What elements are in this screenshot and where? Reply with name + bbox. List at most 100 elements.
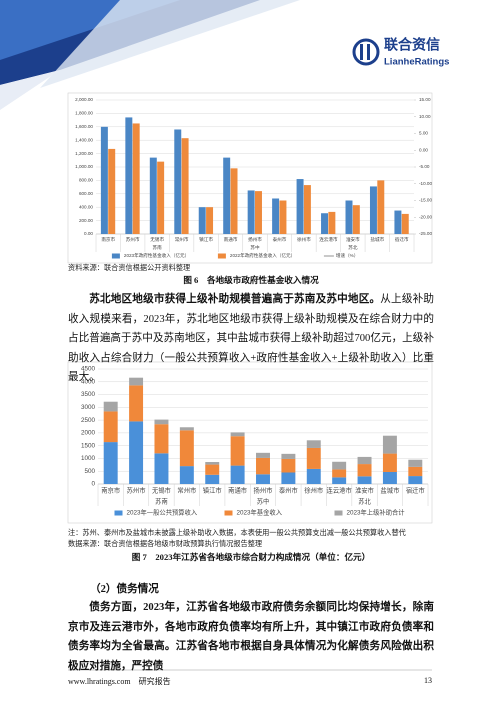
bar-segment [256,452,270,458]
logo: 联合资信 LianheRatings [352,37,449,68]
bar [345,200,353,234]
x-tick-label: 连云港市 [319,236,338,243]
logo-icon [360,44,363,60]
x-tick-label: 泰州市 [279,486,298,495]
x-tick-label: 连云港市 [327,486,352,495]
figure-caption: 图 6 各地级市政府性基金收入情况 [183,275,319,285]
group-label: 苏南 [153,244,163,251]
x-tick-label: 淮安市 [355,486,374,495]
header-decor [0,0,300,110]
legend-label: 2023年一般公共预算收入 [127,508,198,517]
bar-segment [154,419,169,425]
bar-segment [306,468,321,484]
bar [321,213,329,234]
footer-label: 研究报告 [138,677,171,686]
footer-site: www.lhratings.com [68,677,131,686]
bar [230,168,238,234]
figure-caption: 图 7 2023年江苏省各地级市综合财力构成情况（单位：亿元） [131,552,371,562]
y-tick-label: 0 [91,481,95,488]
y-tick-label: 800.00 [79,178,93,183]
page-number: 13 [424,676,432,685]
x-tick-label: 盐城市 [380,486,399,495]
x-tick-label: 常州市 [177,486,196,495]
y-tick-label: 1,200.00 [75,151,93,156]
bar [272,198,280,234]
bar [303,185,311,234]
chart-note: 数据来源：联合资信根据各地级市财政预算执行情况报告整理 [68,540,263,548]
legend-swatch [334,510,343,516]
bar-segment [357,464,372,477]
bar-segment [306,447,321,469]
x-tick-label: 宿迁市 [395,236,409,243]
y-tick-label: 200.00 [79,218,93,223]
bar [328,211,336,234]
y-tick-label: 3500 [81,391,96,398]
bar-segment [332,461,347,470]
decor-shape [0,70,60,110]
paragraph: 债务方面，2023年，江苏省各地级市政府债务余额同比均保持增长，除南京市及连云港… [68,602,434,672]
chart-frame [67,361,433,524]
bar-segment [408,466,423,477]
decor-shape [40,0,300,88]
group-label: 苏北 [358,497,371,506]
y-tick-label: 2000 [81,430,96,437]
y2-tick-label: 5.00 [419,131,428,136]
x-tick-label: 南通市 [224,236,238,243]
y-tick-label: 4000 [81,378,96,385]
x-tick-label: 徐州市 [297,236,311,243]
group-label: 苏南 [155,497,168,506]
bar-segment [103,411,118,443]
chart-frame [67,92,433,264]
bar [352,205,360,234]
legend-label: 增速（%） [336,252,358,259]
x-tick-label: 扬州市 [248,236,262,243]
x-tick-label: 常州市 [175,236,189,243]
bar-segment [230,432,245,437]
y-tick-label: 2500 [81,417,96,424]
bar-segment [154,453,169,484]
bar-segment [179,427,194,431]
group-label: 苏中 [250,244,260,251]
x-tick-label: 南通市 [228,486,247,495]
y-tick-label: 400.00 [79,204,93,209]
bar [279,200,287,234]
x-tick-label: 无锡市 [150,236,164,243]
bar [206,207,214,234]
bar-segment [103,442,118,484]
legend-label: 2022年政府性基金收入（亿元） [230,252,295,259]
logo-icon [367,44,370,60]
bar-segment [129,421,144,484]
y2-tick-label: -15.00 [419,198,432,203]
y2-tick-label: 0.00 [419,147,428,152]
bar-segment [281,458,296,473]
bar-segment [382,471,397,484]
y-tick-label: 1500 [81,442,96,449]
bar [108,148,116,234]
y2-tick-label: 10.00 [419,114,431,119]
bar-segment [281,472,296,484]
x-tick-label: 无锡市 [152,486,171,495]
bar [394,210,402,234]
bar [296,179,304,234]
bar [377,180,385,234]
bar-segment [357,476,372,484]
bar-segment [332,477,347,484]
y-tick-label: 2,000.00 [75,97,93,102]
chart-source: 资料来源：联合资信根据公开资料整理 [68,264,191,272]
x-tick-label: 南京市 [101,236,115,243]
group-label: 苏中 [257,497,270,506]
bar-segment [129,377,144,386]
bar-segment [281,453,296,459]
bar-segment [357,456,372,465]
y-tick-label: 1000 [81,455,96,462]
bar-segment [179,430,194,467]
bar-segment [256,457,270,475]
y2-tick-label: -20.00 [419,214,432,219]
bar-segment [179,466,194,484]
x-tick-label: 南京市 [101,486,120,495]
bar-segment [129,385,144,422]
y-tick-label: 500 [84,468,95,475]
bar-segment [382,435,397,454]
bar [369,186,377,234]
